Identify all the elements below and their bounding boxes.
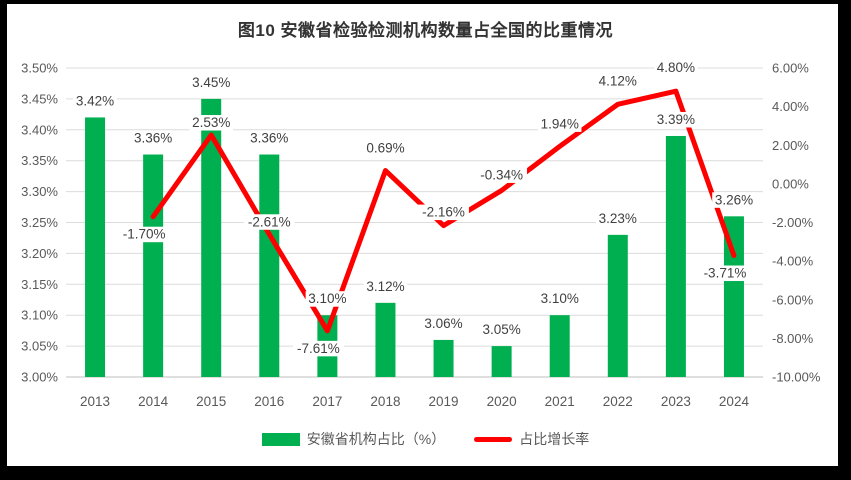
bar-2019 <box>433 339 454 377</box>
left-axis-tick: 3.10% <box>21 308 58 323</box>
line-label-2022-bg <box>596 73 640 89</box>
legend-line-swatch-icon <box>474 436 513 442</box>
bar-label-2015: 3.45% <box>192 75 230 90</box>
bar-label-2015-bg <box>189 74 233 91</box>
bar-label-2018-bg <box>363 278 408 295</box>
x-axis-label: 2022 <box>603 394 633 409</box>
chart-legend: 安徽省机构占比（%） 占比增长率 <box>0 429 851 449</box>
right-axis-tick: -2.00% <box>772 215 814 230</box>
bar-label-2022-bg <box>596 210 640 227</box>
line-label-2014-bg <box>118 226 170 243</box>
left-axis-tick: 3.50% <box>21 61 58 76</box>
growth-rate-line <box>150 88 737 334</box>
line-label-2019: -2.16% <box>422 205 465 220</box>
line-label-2016: -2.61% <box>248 214 291 229</box>
line-label-2020: -0.34% <box>480 167 523 182</box>
bar-2016 <box>259 154 280 377</box>
right-axis-tick: -10.00% <box>772 370 821 385</box>
bar-label-2014-bg <box>131 130 175 147</box>
legend-line-series-label: 占比增长率 <box>519 431 590 447</box>
line-label-2017: -7.61% <box>297 341 340 356</box>
line-label-2019-bg <box>418 204 469 221</box>
bar-label-2019: 3.06% <box>424 316 462 331</box>
bar-label-2023: 3.39% <box>657 112 695 127</box>
bar-2022 <box>607 234 628 377</box>
right-axis-tick: -4.00% <box>772 254 814 269</box>
x-axis-label: 2023 <box>661 394 691 409</box>
bar-label-2024-bg <box>712 192 756 208</box>
line-label-2024-bg <box>699 265 751 282</box>
x-axis-label: 2018 <box>370 394 400 409</box>
left-axis-tick: 3.00% <box>21 370 58 385</box>
left-axis-tick: 3.30% <box>21 184 58 199</box>
bar-label-2020: 3.05% <box>482 322 520 337</box>
bar-2015 <box>201 98 222 378</box>
bar-2018 <box>375 302 396 377</box>
line-label-2014: -1.70% <box>123 227 166 242</box>
line-label-2021: 1.94% <box>541 116 579 131</box>
bar-label-2016-bg <box>247 130 292 147</box>
right-axis-tick: 6.00% <box>772 61 809 76</box>
x-axis-label: 2017 <box>312 394 342 409</box>
line-label-2015: 2.53% <box>192 115 230 130</box>
bar-2024 <box>723 216 744 377</box>
bar-label-2021: 3.10% <box>541 291 579 306</box>
line-label-2024: -3.71% <box>704 266 747 281</box>
right-axis-tick: 4.00% <box>772 99 809 114</box>
legend-bar-swatch-icon <box>261 432 300 446</box>
bar-label-2021-bg <box>537 291 582 307</box>
bar-label-2020-bg <box>479 322 524 338</box>
line-label-2021-bg <box>537 116 582 132</box>
bar-label-2013-bg <box>73 93 117 109</box>
x-axis-label: 2013 <box>80 394 110 409</box>
left-axis-tick: 3.05% <box>21 339 58 354</box>
line-label-2018-bg <box>363 140 408 157</box>
bar-2021 <box>549 315 570 377</box>
line-label-2015-bg <box>189 115 233 131</box>
line-label-2020-bg <box>476 167 528 183</box>
line-label-2022: 4.12% <box>599 73 637 88</box>
x-axis-label: 2015 <box>196 394 226 409</box>
bar-2023 <box>665 135 686 377</box>
bar-label-2024: 3.26% <box>715 192 753 207</box>
right-axis-tick: -8.00% <box>772 331 814 346</box>
right-axis-tick: 2.00% <box>772 138 809 153</box>
bar-label-2019-bg <box>421 315 466 332</box>
legend-bar-series-label: 安徽省机构占比（%） <box>306 431 446 447</box>
left-axis-tick: 3.15% <box>21 277 58 292</box>
left-axis-tick: 3.25% <box>21 215 58 230</box>
line-label-2023: 4.80% <box>657 60 695 75</box>
x-axis-label: 2020 <box>487 394 517 409</box>
x-axis-label: 2021 <box>545 394 575 409</box>
chart-title: 图10 安徽省检验检测机构数量占全国的比重情况 <box>237 21 614 40</box>
line-label-2018: 0.69% <box>366 141 404 156</box>
x-axis-label: 2016 <box>254 394 284 409</box>
left-axis-tick: 3.35% <box>21 153 58 168</box>
bar-label-2023-bg <box>654 111 698 128</box>
bar-2013 <box>85 117 106 377</box>
line-label-2016-bg <box>243 214 295 230</box>
bar-label-2018: 3.12% <box>366 279 404 294</box>
bar-2020 <box>491 346 512 377</box>
bar-label-2017-bg <box>305 291 350 307</box>
left-axis-tick: 3.20% <box>21 246 58 261</box>
right-axis-tick: -6.00% <box>772 292 814 307</box>
bar-label-2014: 3.36% <box>134 131 172 146</box>
left-axis-tick: 3.45% <box>21 91 58 106</box>
x-axis-label: 2024 <box>719 394 750 409</box>
bar-label-2013: 3.42% <box>76 93 114 108</box>
bar-2014 <box>143 154 164 377</box>
x-axis-label: 2019 <box>429 394 459 409</box>
left-axis-tick: 3.40% <box>21 122 58 137</box>
right-axis-tick: 0.00% <box>772 176 809 191</box>
bar-label-2016: 3.36% <box>250 131 288 146</box>
x-axis-label: 2014 <box>138 394 169 409</box>
bar-label-2022: 3.23% <box>599 211 637 226</box>
line-label-2023-bg <box>654 60 698 76</box>
line-label-2017-bg <box>292 340 344 357</box>
bar-label-2017: 3.10% <box>308 291 346 306</box>
